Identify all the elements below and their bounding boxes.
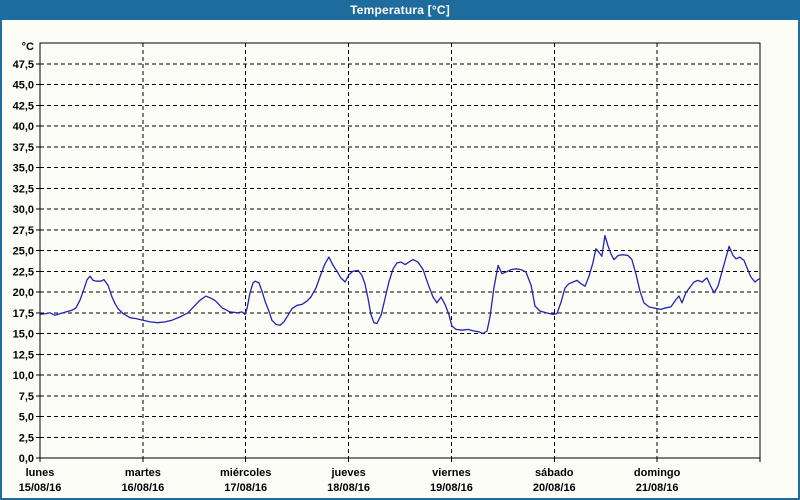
y-tick-label: 7,5: [19, 391, 34, 403]
x-day-name-label: domingo: [634, 467, 681, 479]
y-tick-label: 22,5: [13, 266, 34, 278]
y-axis-unit-label: °C: [22, 41, 34, 53]
x-day-name-label: sábado: [535, 467, 574, 479]
y-tick-label: 37,5: [13, 142, 34, 154]
x-day-date-label: 21/08/16: [636, 482, 679, 494]
temperature-series-line: [39, 234, 761, 335]
y-tick-label: 10,0: [13, 370, 34, 382]
y-tick-label: 17,5: [13, 308, 34, 320]
y-tick-label: 12,5: [13, 349, 34, 361]
y-tick-label: 2,5: [19, 432, 34, 444]
y-tick-label: 0,0: [19, 453, 34, 465]
x-day-date-label: 19/08/16: [430, 482, 473, 494]
y-tick-label: 30,0: [13, 204, 34, 216]
y-tick-label: 15,0: [13, 329, 34, 341]
y-tick-label: 25,0: [13, 246, 34, 258]
x-day-name-label: lunes: [26, 467, 55, 479]
x-day-name-label: martes: [125, 467, 161, 479]
y-tick-label: 32,5: [13, 183, 34, 195]
y-tick-label: 5,0: [19, 412, 34, 424]
y-tick-label: 47,5: [13, 59, 34, 71]
y-tick-label: 40,0: [13, 121, 34, 133]
x-day-name-label: viernes: [432, 467, 471, 479]
y-tick-label: 27,5: [13, 225, 34, 237]
x-day-date-label: 15/08/16: [19, 482, 62, 494]
y-tick-label: 20,0: [13, 287, 34, 299]
y-tick-label: 35,0: [13, 163, 34, 175]
x-day-date-label: 17/08/16: [224, 482, 267, 494]
x-day-name-label: jueves: [330, 467, 365, 479]
x-day-date-label: 20/08/16: [533, 482, 576, 494]
x-day-date-label: 16/08/16: [121, 482, 164, 494]
chart-title: Temperatura [°C]: [350, 3, 450, 17]
x-day-name-label: miércoles: [220, 467, 271, 479]
x-day-date-label: 18/08/16: [327, 482, 370, 494]
y-tick-label: 45,0: [13, 80, 34, 92]
title-bar: Temperatura [°C]: [0, 0, 800, 20]
y-tick-label: 42,5: [13, 100, 34, 112]
